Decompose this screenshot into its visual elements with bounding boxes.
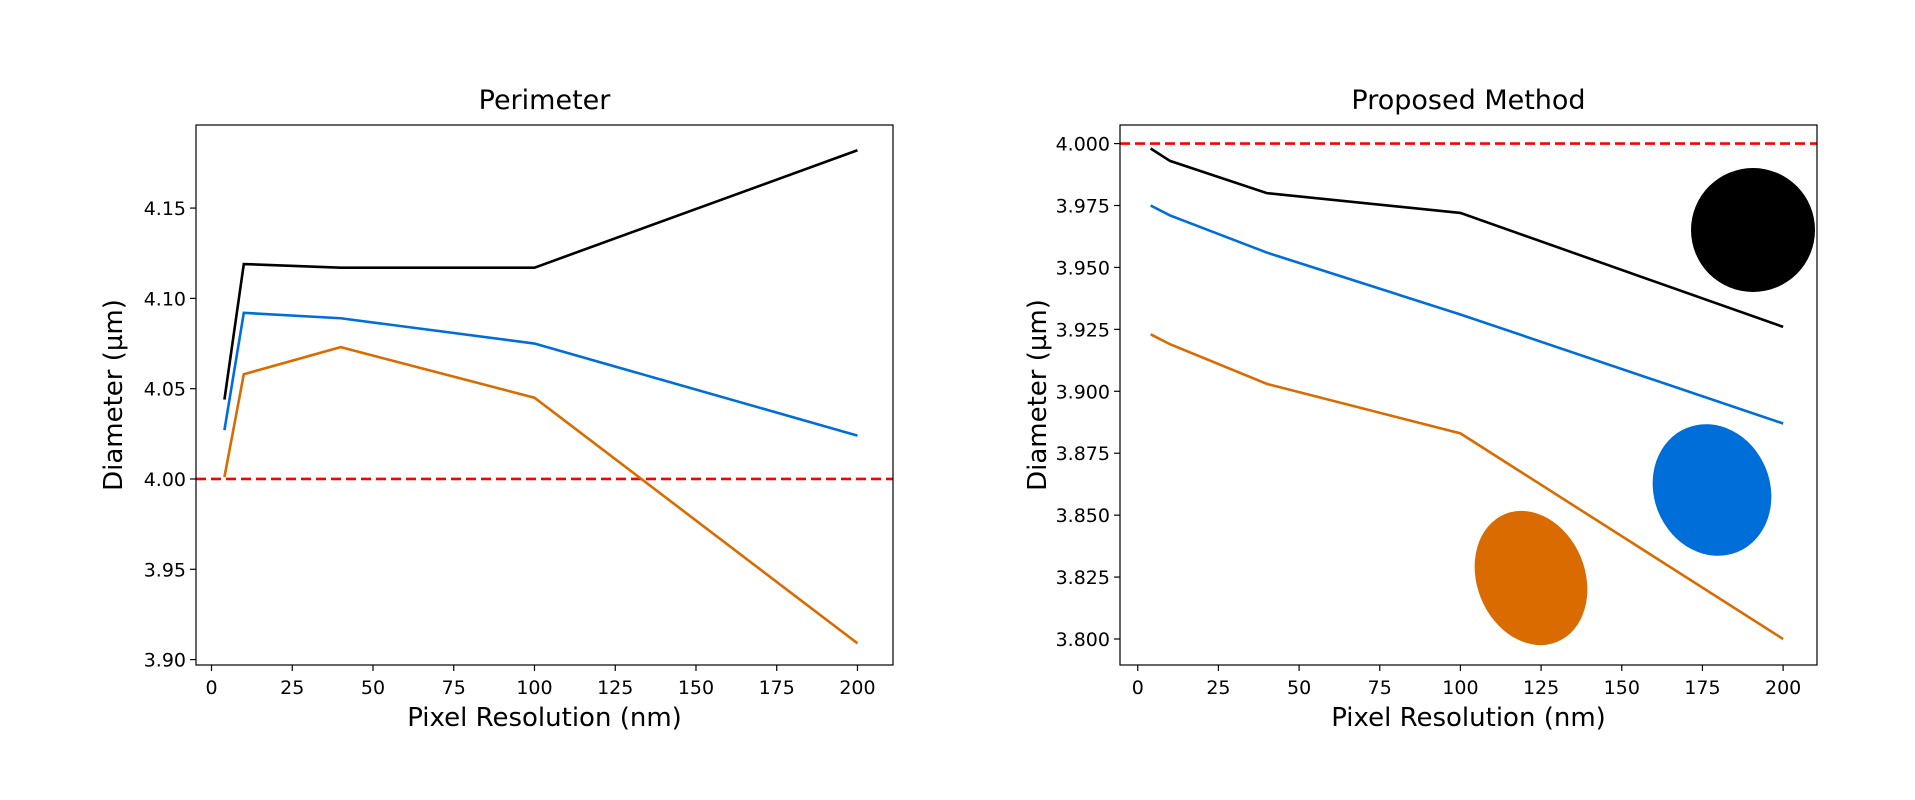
y-tick-label: 4.10: [144, 288, 186, 310]
y-tick-label: 3.90: [144, 650, 186, 672]
series-line-blue: [1150, 204, 1784, 425]
chart-perimeter: Perimeter 0 25 50 75 100 125 150 175 200 3.90 3.95 4…: [99, 85, 894, 733]
x-tick-label: 200: [1765, 677, 1801, 699]
x-tick-label: 50: [1287, 677, 1311, 699]
x-tick-label: 50: [361, 677, 385, 699]
y-tick-label: 3.950: [1056, 257, 1110, 279]
blue-ellipse-shape-icon: [1652, 424, 1772, 556]
series-line-orange: [1150, 333, 1784, 641]
x-tick-label: 25: [1206, 677, 1230, 699]
y-tick-label: 3.975: [1056, 196, 1110, 218]
x-tick-label: 175: [759, 677, 795, 699]
x-tick-label: 200: [839, 677, 875, 699]
y-tick-label: 3.800: [1056, 629, 1110, 651]
series-line-blue: [223, 311, 858, 437]
x-tick-label: 125: [597, 677, 633, 699]
x-tick-label: 25: [280, 677, 304, 699]
orange-ellipse-shape-icon: [1474, 510, 1588, 646]
x-axis-label: Pixel Resolution (nm): [407, 703, 682, 733]
x-tick-label: 75: [1368, 677, 1392, 699]
x-tick-label: 0: [1132, 677, 1144, 699]
x-tick-label: 125: [1523, 677, 1559, 699]
x-tick-label: 150: [678, 677, 714, 699]
y-tick-label: 4.00: [144, 469, 186, 491]
x-tick-label: 0: [205, 677, 217, 699]
chart-proposed-method: Proposed Method 0 25 50 75 100 125 150 175 200 3.8…: [1023, 85, 1818, 733]
y-tick-label: 3.850: [1056, 505, 1110, 527]
plot-frame: [1119, 124, 1818, 666]
x-tick-label: 100: [516, 677, 552, 699]
x-tick-label: 150: [1604, 677, 1640, 699]
chart-title: Proposed Method: [1351, 85, 1585, 116]
x-tick-label: 75: [442, 677, 466, 699]
circle-shape-icon: [1691, 168, 1815, 292]
y-tick-label: 3.900: [1056, 381, 1110, 403]
y-tick-label: 3.925: [1056, 319, 1110, 341]
chart-title: Perimeter: [479, 85, 612, 116]
y-tick-label: 4.000: [1056, 134, 1110, 156]
series-line-black: [1149, 147, 1784, 329]
y-axis-label: Diameter (µm): [1023, 299, 1053, 491]
x-tick-label: 100: [1442, 677, 1478, 699]
x-tick-label: 175: [1684, 677, 1720, 699]
series-line-orange: [223, 345, 859, 645]
series-line-black: [223, 149, 858, 400]
plot-frame: [195, 124, 894, 666]
y-tick-label: 3.825: [1056, 567, 1110, 589]
y-tick-label: 3.875: [1056, 443, 1110, 465]
x-axis-label: Pixel Resolution (nm): [1331, 703, 1606, 733]
y-tick-label: 3.95: [144, 559, 186, 581]
y-axis-label: Diameter (µm): [99, 299, 129, 491]
y-tick-label: 4.05: [144, 379, 186, 401]
y-tick-label: 4.15: [144, 198, 186, 220]
